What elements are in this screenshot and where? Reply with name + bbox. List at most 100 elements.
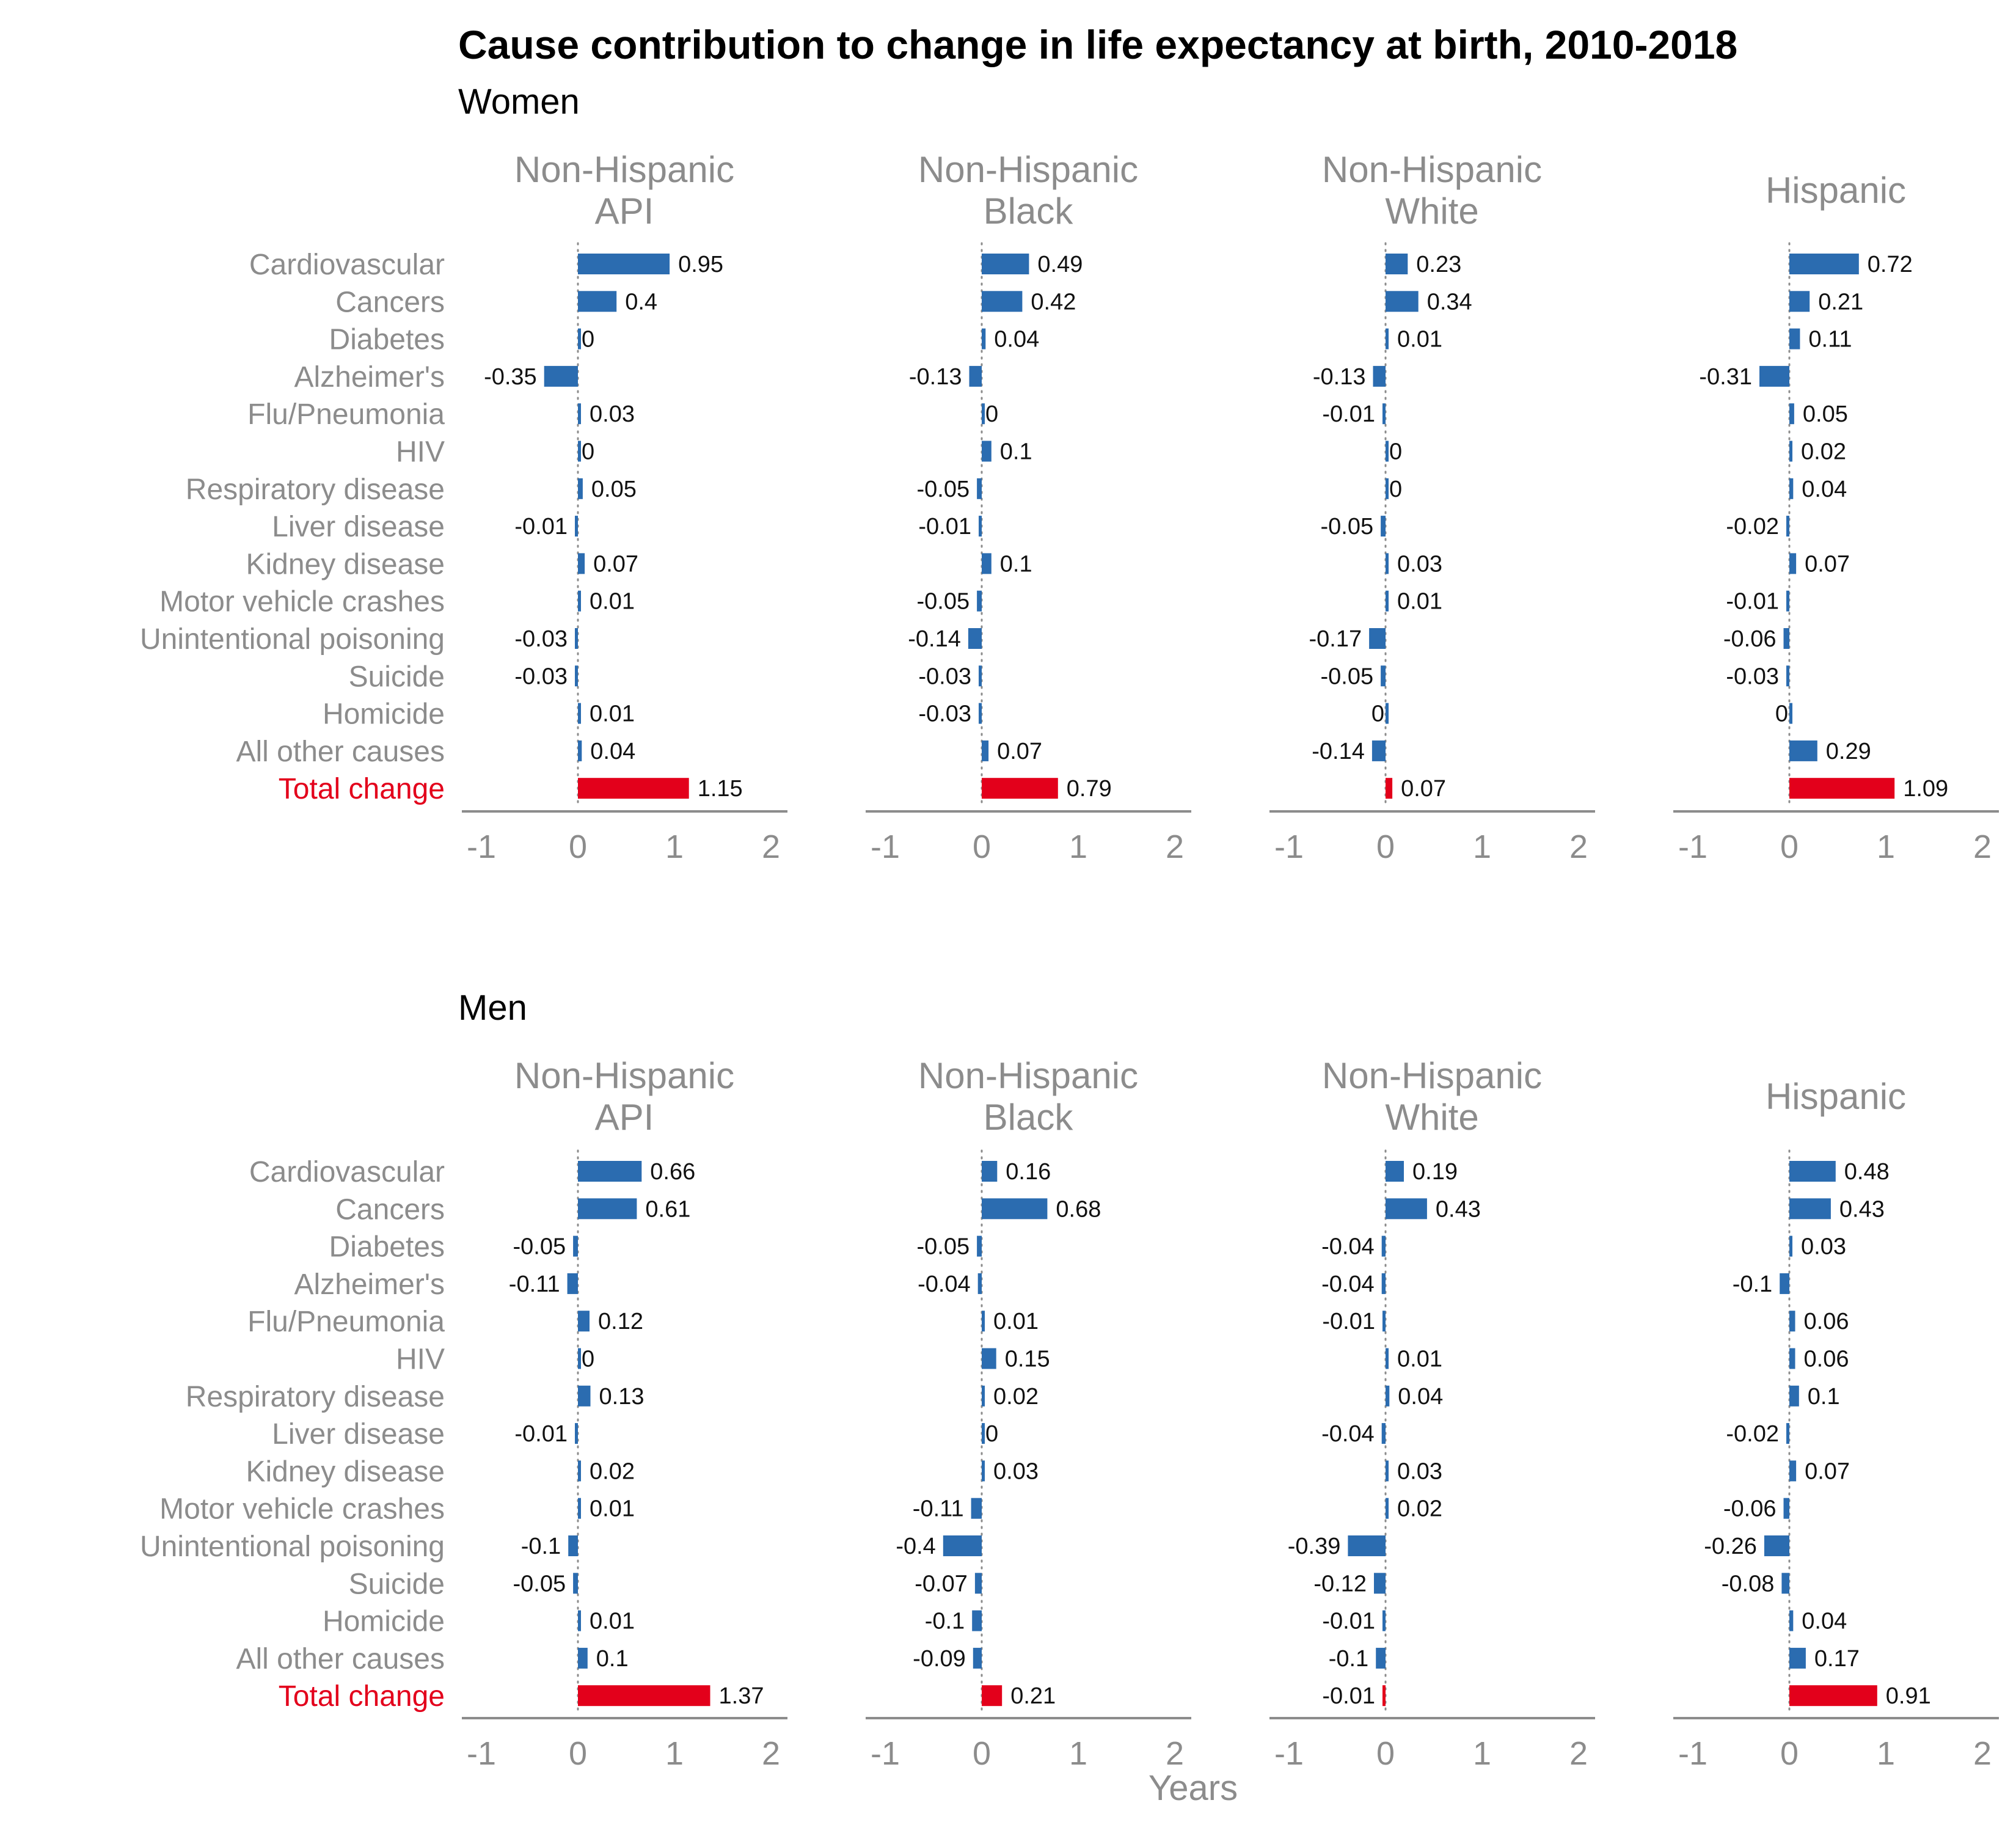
category-label-diabetes: Diabetes: [329, 324, 445, 356]
bar-all-other-causes: [1371, 740, 1386, 761]
bar-hiv: [982, 1348, 996, 1369]
bar-suicide: [974, 1573, 982, 1594]
value-label-respiratory-disease: 0.05: [591, 477, 637, 502]
bar-suicide: [1381, 665, 1386, 687]
bar-total-change: [578, 1685, 710, 1707]
value-label-motor-vehicle-crashes: -0.01: [1726, 589, 1779, 615]
value-label-all-other-causes: -0.1: [1329, 1646, 1368, 1672]
panel-women-non-hispanic-black: Non-HispanicBlack0.490.420.04-0.1300.1-0…: [866, 149, 1191, 865]
value-label-homicide: 0.04: [1802, 1609, 1847, 1634]
x-tick-label: 0: [973, 1735, 991, 1772]
bar-unintentional-poisoning: [1348, 1535, 1386, 1556]
value-label-liver-disease: -0.01: [514, 1421, 568, 1447]
value-label-hiv: 0.01: [1397, 1347, 1442, 1372]
bar-diabetes: [573, 1235, 578, 1257]
value-label-unintentional-poisoning: -0.03: [514, 626, 568, 652]
value-label-flu-pneumonia: 0.01: [993, 1309, 1039, 1334]
value-label-all-other-causes: 0.04: [590, 739, 635, 764]
value-label-cardiovascular: 0.49: [1037, 252, 1083, 277]
value-label-cancers: 0.43: [1839, 1196, 1885, 1222]
value-label-cancers: 0.4: [625, 289, 657, 315]
bar-diabetes: [1789, 1235, 1792, 1257]
value-label-diabetes: 0.11: [1808, 327, 1852, 353]
value-label-cancers: 0.21: [1818, 289, 1863, 315]
value-label-cancers: 0.68: [1056, 1196, 1101, 1222]
bar-hiv: [578, 1348, 581, 1369]
bar-all-other-causes: [578, 740, 582, 761]
bar-unintentional-poisoning: [575, 628, 578, 649]
bar-kidney-disease: [982, 1460, 985, 1482]
value-label-alzheimer-s: -0.13: [909, 364, 962, 390]
bar-respiratory-disease: [1386, 1385, 1390, 1407]
bar-liver-disease: [1786, 516, 1789, 537]
value-label-flu-pneumonia: -0.01: [1322, 401, 1375, 427]
chart-title: Cause contribution to change in life exp…: [458, 22, 1737, 67]
bar-suicide: [1374, 1573, 1386, 1594]
bar-cardiovascular: [578, 254, 670, 274]
bar-respiratory-disease: [977, 478, 982, 499]
panel-title-line: API: [595, 1097, 654, 1138]
value-label-homicide: -0.03: [918, 701, 971, 727]
value-label-flu-pneumonia: 0.06: [1804, 1309, 1849, 1334]
value-label-total-change: 0.07: [1401, 776, 1446, 802]
value-label-total-change: -0.01: [1322, 1683, 1375, 1709]
bar-kidney-disease: [1789, 553, 1797, 574]
bar-liver-disease: [1786, 1423, 1789, 1444]
x-tick-label: 0: [1376, 829, 1395, 865]
bar-unintentional-poisoning: [568, 1535, 578, 1556]
value-label-kidney-disease: 0.03: [993, 1458, 1039, 1484]
value-label-hiv: 0.15: [1005, 1347, 1050, 1372]
value-label-liver-disease: 0: [985, 1421, 998, 1447]
value-label-diabetes: 0.01: [1397, 327, 1442, 353]
value-label-total-change: 0.91: [1886, 1683, 1931, 1709]
value-label-kidney-disease: 0.03: [1397, 1458, 1442, 1484]
value-label-hiv: 0.06: [1804, 1347, 1849, 1372]
bar-liver-disease: [575, 516, 578, 537]
value-label-suicide: -0.12: [1313, 1571, 1367, 1597]
x-tick-label: 1: [1877, 829, 1895, 865]
bar-liver-disease: [1381, 516, 1386, 537]
category-label-respiratory-disease: Respiratory disease: [186, 474, 445, 506]
bar-total-change: [982, 778, 1058, 799]
bar-cardiovascular: [982, 254, 1029, 274]
panel-title-line: Non-Hispanic: [1322, 1055, 1542, 1096]
bar-hiv: [982, 441, 992, 462]
bar-hiv: [1789, 1348, 1795, 1369]
bar-unintentional-poisoning: [943, 1535, 982, 1556]
value-label-suicide: -0.07: [915, 1571, 968, 1597]
value-label-total-change: 1.37: [719, 1683, 764, 1709]
x-tick-label: 1: [1877, 1735, 1895, 1772]
x-tick-label: 1: [1069, 829, 1087, 865]
category-label-kidney-disease: Kidney disease: [246, 1455, 445, 1488]
value-label-liver-disease: -0.02: [1726, 514, 1779, 540]
bar-cancers: [1789, 291, 1810, 312]
bar-flu-pneumonia: [578, 1311, 590, 1332]
value-label-alzheimer-s: -0.04: [918, 1271, 971, 1297]
category-label-alzheimer-s: Alzheimer's: [294, 1268, 445, 1301]
value-label-cancers: 0.42: [1031, 289, 1076, 315]
value-label-suicide: -0.05: [1320, 664, 1373, 689]
value-label-kidney-disease: 0.07: [593, 551, 638, 577]
value-label-hiv: 0.1: [1000, 439, 1032, 465]
value-label-total-change: 0.79: [1067, 776, 1112, 802]
value-label-all-other-causes: -0.09: [913, 1646, 966, 1672]
bar-hiv: [1789, 441, 1792, 462]
value-label-diabetes: -0.05: [916, 1234, 970, 1260]
bar-cancers: [1789, 1198, 1831, 1220]
section-men: Men Cardiovascular Cancers Diabetes Alzheime…: [140, 988, 1999, 1772]
category-label-cancers: Cancers: [335, 286, 445, 318]
value-label-total-change: 1.09: [1903, 776, 1948, 802]
value-label-motor-vehicle-crashes: 0.01: [1397, 589, 1442, 615]
bar-suicide: [1786, 665, 1789, 687]
value-label-total-change: 1.15: [698, 776, 743, 802]
bar-diabetes: [1789, 328, 1800, 349]
x-tick-label: -1: [467, 829, 496, 865]
bar-flu-pneumonia: [982, 1311, 985, 1332]
x-tick-label: 1: [665, 1735, 684, 1772]
panel-title-line: Non-Hispanic: [514, 149, 734, 190]
x-tick-label: -1: [871, 829, 900, 865]
value-label-diabetes: -0.05: [513, 1234, 566, 1260]
x-tick-label: 0: [569, 829, 587, 865]
